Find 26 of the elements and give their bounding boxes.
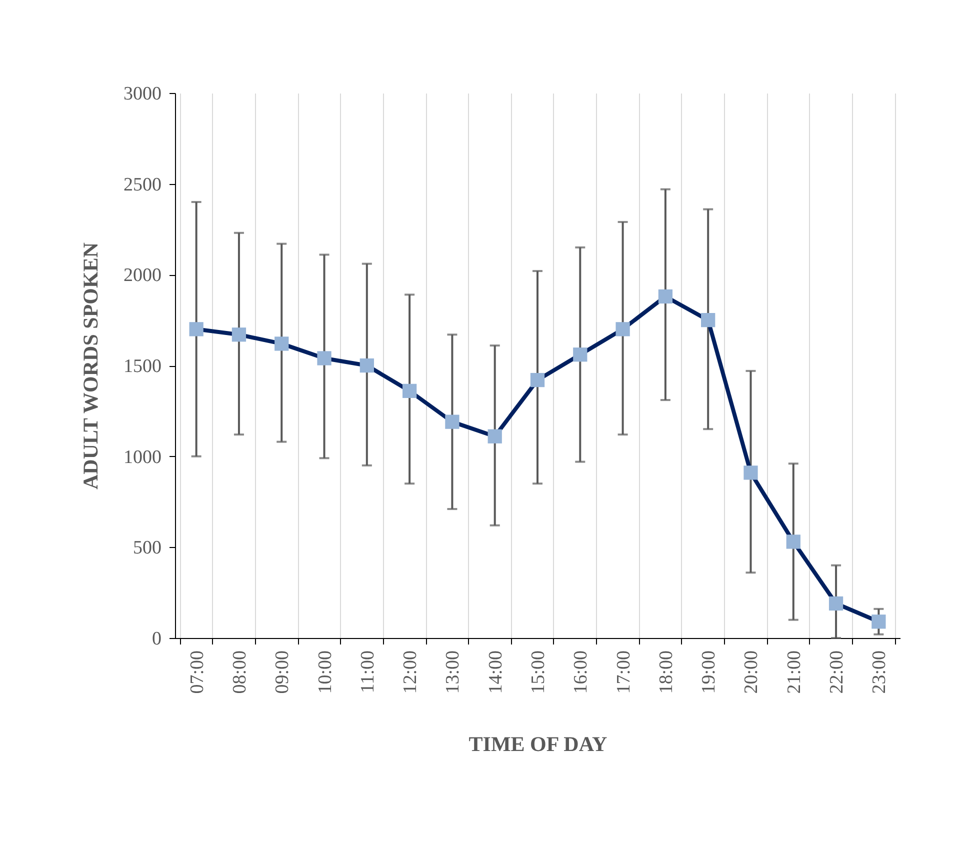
x-tick-label: 15:00 — [528, 650, 549, 694]
x-tick-label: 17:00 — [613, 650, 634, 694]
x-tick-label: 07:00 — [186, 650, 208, 694]
x-tick-label: 21:00 — [784, 650, 805, 694]
x-tick-label: 08:00 — [229, 650, 250, 694]
x-tick-label: 19:00 — [698, 650, 720, 694]
x-tick-label: 09:00 — [272, 650, 294, 694]
x-tick-label: 18:00 — [656, 650, 677, 694]
x-tick-label: 13:00 — [442, 650, 464, 694]
y-tick-label: 3000 — [124, 84, 162, 104]
x-tick-label: 23:00 — [869, 650, 890, 694]
y-tick-label: 0 — [152, 628, 162, 650]
x-tick-label: 20:00 — [741, 650, 762, 694]
x-tick-label: 12:00 — [400, 650, 422, 694]
y-axis-title: ADULT WORDS SPOKEN — [78, 242, 102, 490]
x-tick-label: 22:00 — [826, 650, 848, 694]
y-tick-label: 500 — [133, 538, 162, 559]
x-tick-label: 10:00 — [314, 650, 336, 694]
y-tick-label: 2000 — [124, 265, 162, 286]
x-tick-label: 16:00 — [570, 650, 592, 694]
x-axis-title: TIME OF DAY — [468, 732, 608, 756]
y-tick-label: 1000 — [124, 446, 162, 468]
y-tick-label: 2500 — [124, 174, 162, 196]
x-tick-label: 11:00 — [357, 650, 378, 694]
x-tick-label: 14:00 — [485, 650, 506, 694]
y-tick-label: 1500 — [124, 356, 162, 377]
